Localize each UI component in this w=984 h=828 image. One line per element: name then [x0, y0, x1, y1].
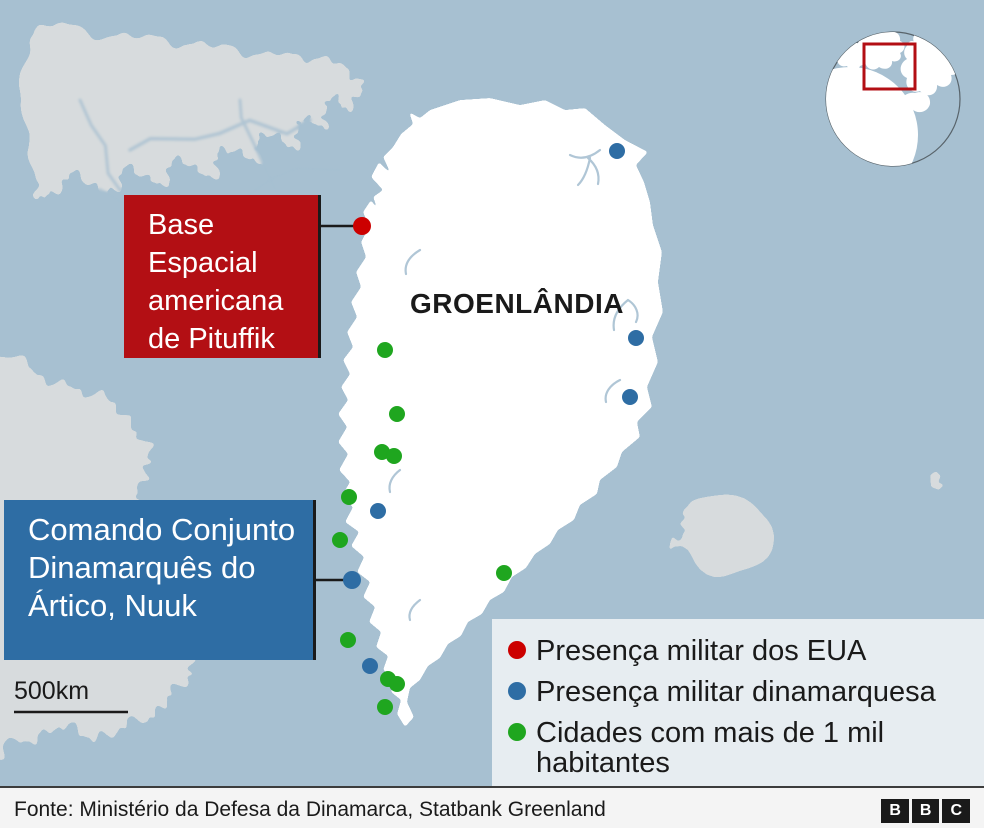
- svg-text:Comando Conjunto: Comando Conjunto: [28, 512, 295, 547]
- svg-text:americana: americana: [148, 285, 284, 317]
- svg-text:de Pituffik: de Pituffik: [148, 323, 275, 355]
- svg-text:Presença militar dos EUA: Presença militar dos EUA: [536, 635, 867, 667]
- svg-text:habitantes: habitantes: [536, 747, 670, 779]
- svg-text:Cidades com mais de 1 mil: Cidades com mais de 1 mil: [536, 717, 884, 749]
- svg-text:Ártico, Nuuk: Ártico, Nuuk: [28, 588, 197, 623]
- svg-text:GROENLÂNDIA: GROENLÂNDIA: [410, 288, 624, 319]
- svg-text:500km: 500km: [14, 677, 89, 705]
- svg-text:Dinamarquês do: Dinamarquês do: [28, 550, 255, 585]
- svg-text:Presença militar dinamarquesa: Presença militar dinamarquesa: [536, 676, 937, 708]
- svg-text:Espacial: Espacial: [148, 247, 258, 279]
- svg-text:Base: Base: [148, 209, 214, 241]
